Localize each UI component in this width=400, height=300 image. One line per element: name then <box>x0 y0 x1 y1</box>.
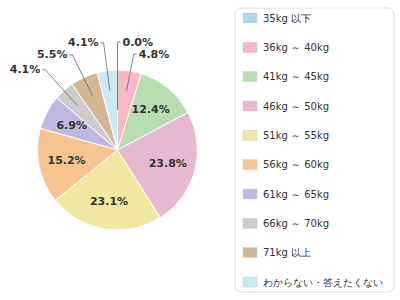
leader-line <box>127 54 137 91</box>
legend-label: 46kg ～ 50kg <box>263 101 329 112</box>
legend-label: 35kg 以下 <box>263 13 311 24</box>
legend-label: 66kg ～ 70kg <box>263 218 329 229</box>
legend-label: わからない・答えたくない <box>263 277 383 288</box>
legend-item: わからない・答えたくない <box>243 277 383 288</box>
data-label: 6.9% <box>56 119 87 132</box>
data-label: 12.4% <box>132 103 170 116</box>
legend-swatch <box>243 130 257 140</box>
data-label: 4.1% <box>10 63 41 76</box>
legend-item: 51kg ～ 55kg <box>243 130 329 141</box>
legend-swatch <box>243 189 257 199</box>
legend-item: 71kg 以上 <box>243 247 311 258</box>
chart: 12.4%23.8%23.1%15.2%6.9%0.0%4.8%4.1%5.5%… <box>0 0 400 300</box>
legend-swatch <box>243 248 257 258</box>
data-label: 4.1% <box>68 36 99 49</box>
legend-label: 41kg ～ 45kg <box>263 71 329 82</box>
data-label: 23.8% <box>149 157 187 170</box>
legend-label: 61kg ～ 65kg <box>263 189 329 200</box>
data-label: 23.1% <box>90 195 128 208</box>
legend-swatch <box>243 72 257 82</box>
legend-swatch <box>243 42 257 52</box>
legend-label: 71kg 以上 <box>263 247 311 258</box>
legend-item: 46kg ～ 50kg <box>243 101 329 112</box>
legend-swatch <box>243 218 257 228</box>
legend-item: 36kg ～ 40kg <box>243 42 329 53</box>
legend-swatch <box>243 101 257 111</box>
pie: 12.4%23.8%23.1%15.2%6.9%0.0%4.8%4.1%5.5%… <box>10 36 198 231</box>
legend-label: 56kg ～ 60kg <box>263 159 329 170</box>
legend-item: 41kg ～ 45kg <box>243 71 329 82</box>
leader-line <box>101 43 110 91</box>
data-label: 4.8% <box>139 48 170 61</box>
pie-slice <box>97 70 117 150</box>
data-label: 15.2% <box>47 154 85 167</box>
leader-line <box>69 55 92 96</box>
legend-item: 66kg ～ 70kg <box>243 218 329 229</box>
legend: 35kg 以下 36kg ～ 40kg 41kg ～ 45kg 46kg ～ 50kg… <box>235 8 394 292</box>
legend-swatch <box>243 13 257 23</box>
legend-item: 56kg ～ 60kg <box>243 159 329 170</box>
leader-line <box>118 42 121 110</box>
legend-label: 36kg ～ 40kg <box>263 42 329 53</box>
legend-box <box>235 8 394 292</box>
leader-line <box>42 70 77 106</box>
legend-item: 61kg ～ 65kg <box>243 189 329 200</box>
data-label: 5.5% <box>37 48 68 61</box>
legend-label: 51kg ～ 55kg <box>263 130 329 141</box>
legend-swatch <box>243 160 257 170</box>
legend-swatch <box>243 277 257 287</box>
legend-item: 35kg 以下 <box>243 13 311 24</box>
